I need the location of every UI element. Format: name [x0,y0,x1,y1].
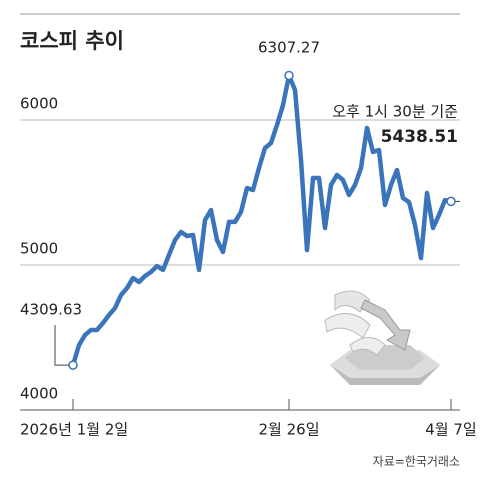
value-label: 4309.63 [20,301,82,319]
leader [54,325,73,366]
illustration [324,290,440,385]
y-tick-label: 5000 [20,240,58,258]
value-label: 6307.27 [258,39,320,57]
annotation: 오후 1시 30분 기준 [332,103,458,121]
source: 자료=한국거래소 [373,455,460,469]
x-tick-label: 2026년 1월 2일 [20,421,128,439]
x-tick-label: 2월 26일 [259,421,320,439]
line [70,73,452,366]
x-tick-label: 4월 7일 [425,421,476,439]
marker [284,70,294,81]
marker [446,196,456,207]
chart-title: 코스피 추이 [20,29,124,53]
value-label: 5438.51 [381,127,458,147]
marker [68,360,78,370]
y-tick-label: 4000 [20,385,58,403]
y-tick-label: 6000 [20,95,58,113]
